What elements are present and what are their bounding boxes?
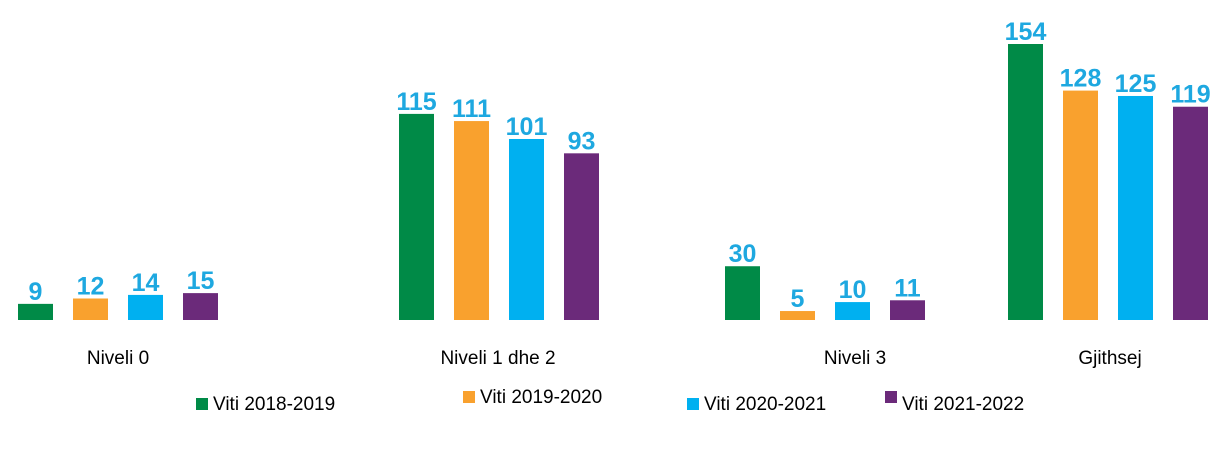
data-label: 154: [1005, 18, 1047, 46]
data-label: 10: [839, 276, 867, 304]
x-tick-label: Niveli 1 dhe 2: [440, 348, 555, 369]
bar: [1118, 95, 1153, 320]
bar: [1008, 44, 1043, 320]
bar: [128, 294, 163, 320]
legend-swatch: [687, 398, 699, 410]
legend-swatch: [885, 391, 897, 403]
bar: [1173, 106, 1208, 321]
bar: [835, 302, 870, 320]
data-label: 12: [77, 272, 105, 300]
bar: [509, 138, 544, 320]
bar: [1063, 90, 1098, 320]
bar: [890, 300, 925, 320]
legend-label: Viti 2020-2021: [704, 394, 826, 415]
bar: [73, 298, 108, 320]
data-label: 128: [1060, 65, 1102, 93]
bar: [399, 113, 434, 320]
data-label: 115: [396, 88, 436, 116]
bar: [454, 121, 489, 320]
data-label: 119: [1170, 81, 1210, 109]
bar: [725, 266, 760, 320]
legend-label: Viti 2021-2022: [902, 394, 1024, 415]
legend-label: Viti 2019-2020: [480, 387, 602, 408]
bar: [18, 303, 53, 320]
x-tick-label: Niveli 3: [824, 348, 886, 369]
data-label: 93: [568, 127, 596, 155]
legend-swatch: [463, 391, 475, 403]
data-label: 125: [1115, 70, 1157, 98]
x-tick-label: Gjithsej: [1078, 348, 1141, 369]
x-tick-label: Niveli 0: [87, 348, 149, 369]
legend-label: Viti 2018-2019: [213, 394, 335, 415]
data-label: 9: [29, 278, 43, 306]
data-label: 14: [132, 269, 160, 297]
data-label: 11: [894, 274, 921, 302]
data-label: 111: [452, 95, 491, 123]
data-label: 15: [187, 267, 215, 295]
bar: [183, 293, 218, 320]
bar: [780, 311, 815, 320]
data-label: 5: [791, 285, 805, 313]
bar: [564, 153, 599, 320]
data-label: 101: [506, 113, 548, 141]
legend-swatch: [196, 398, 208, 410]
data-label: 30: [729, 240, 757, 268]
